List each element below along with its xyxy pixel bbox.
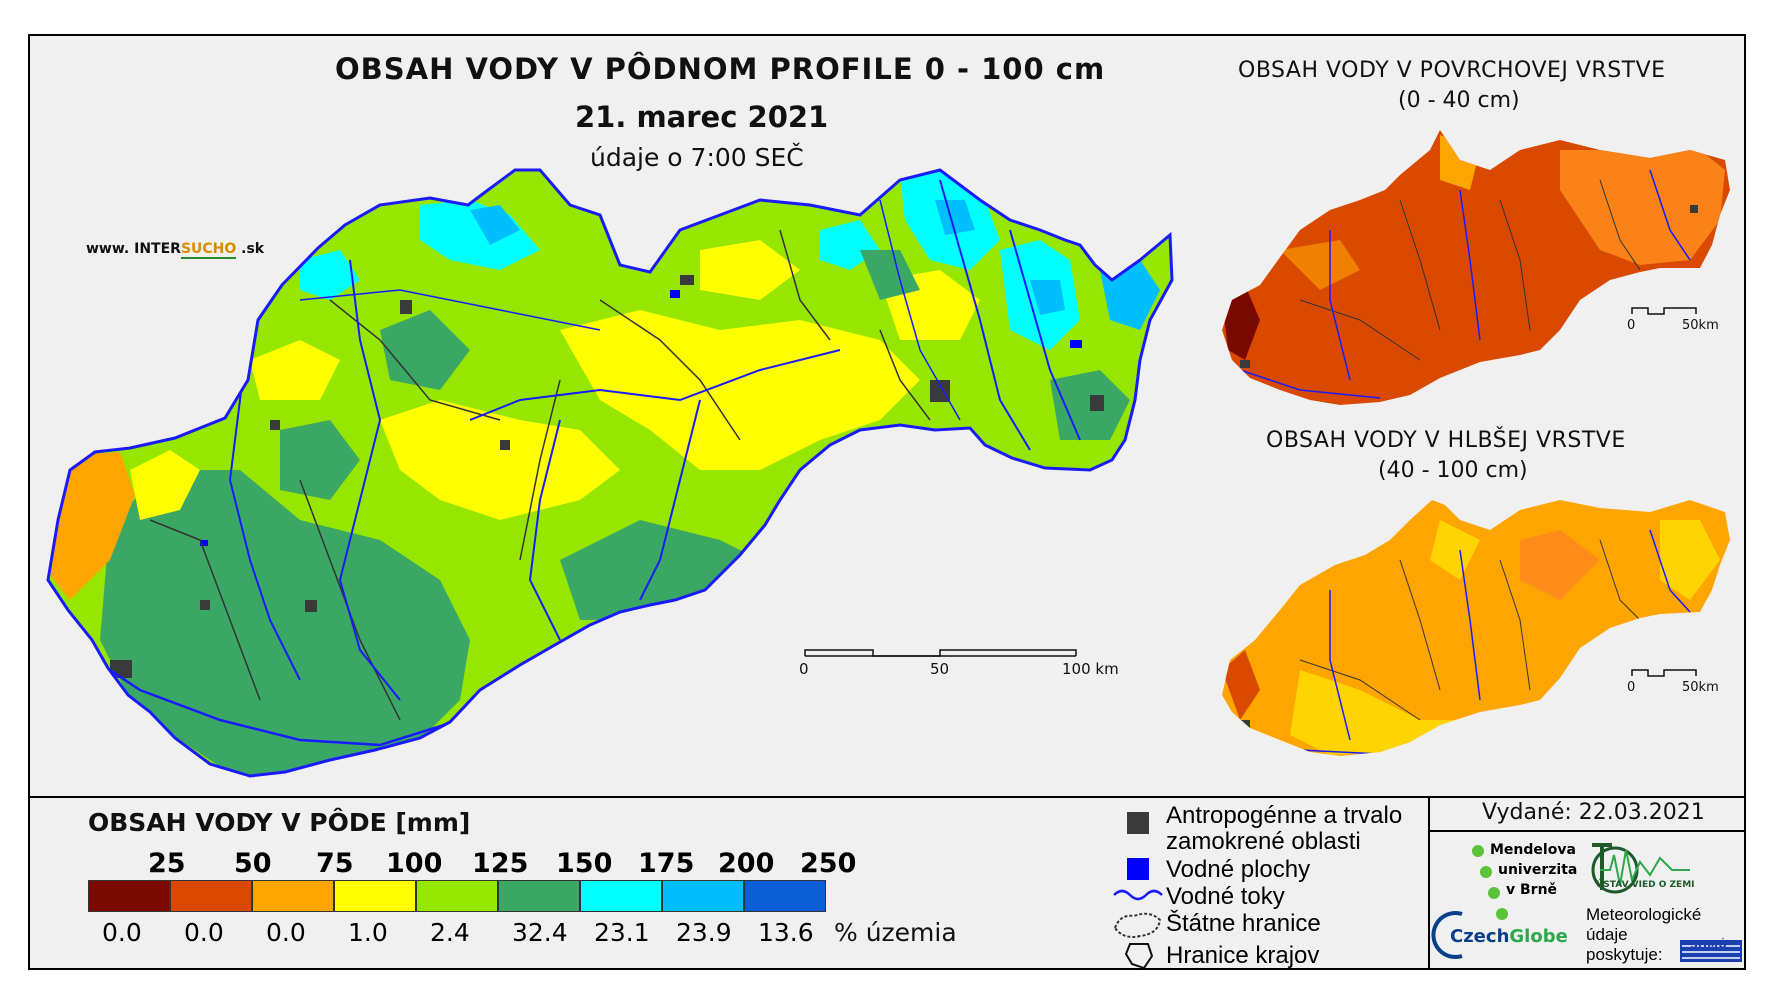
meteo-label-line3: poskytuje: (1586, 945, 1663, 964)
deep-map-range: (40 - 100 cm) (1378, 458, 1528, 483)
anthropogenic-swatch (1127, 812, 1149, 834)
shmu-logo (1680, 940, 1742, 962)
main-map-time: údaje o 7:00 SEČ (590, 143, 804, 172)
mendel-dot (1472, 845, 1484, 857)
key-anthropogenic-line2: zamokrené oblasti (1166, 828, 1361, 855)
legend-class-percent: 23.1 (594, 918, 650, 947)
main-map-date: 21. marec 2021 (575, 100, 829, 134)
surface-layer-map (1222, 130, 1730, 405)
surface-scale-label-0: 0 (1627, 318, 1636, 333)
key-water-bodies: Vodné plochy (1166, 856, 1311, 883)
deep-layer-map (1222, 500, 1730, 756)
deep-scale-label-0: 0 (1627, 680, 1636, 695)
legend-break-label: 50 (234, 848, 272, 879)
surface-map-range: (0 - 40 cm) (1398, 88, 1520, 113)
mendel-dot (1488, 887, 1500, 899)
river-swatch (1113, 889, 1163, 901)
legend-class-swatch (252, 880, 334, 912)
legend-class-swatch (662, 880, 744, 912)
ustav-logo (1591, 843, 1690, 894)
deep-scale-label-50: 50km (1682, 680, 1719, 695)
legend-break-label: 125 (472, 848, 529, 879)
legend-break-label: 200 (718, 848, 775, 879)
meteo-label-line2: údaje (1586, 925, 1628, 944)
shmu-label: SHMÚ (1690, 938, 1728, 951)
legend-break-label: 100 (386, 848, 443, 879)
main-scale-label-100: 100 km (1062, 660, 1119, 678)
region-border-swatch (1124, 943, 1154, 970)
legend-break-label: 250 (800, 848, 857, 879)
legend-class-percent: 2.4 (430, 918, 470, 947)
legend-break-label: 75 (316, 848, 354, 879)
meteo-label-line1: Meteorologické (1586, 905, 1702, 924)
mendel-dot (1496, 908, 1508, 920)
info-header-separator (1428, 830, 1746, 832)
mendel-dot (1480, 866, 1492, 878)
legend-title: OBSAH VODY V PÔDE [mm] (88, 808, 471, 837)
legend-class-percent: 1.0 (348, 918, 388, 947)
czechglobe-logo (1431, 911, 1463, 959)
key-anthropogenic-line1: Antropogénne a trvalo (1166, 802, 1403, 829)
website-prefix: www. (86, 241, 130, 257)
legend-class-percent: 23.9 (676, 918, 732, 947)
legend-class-swatch (88, 880, 170, 912)
legend-class-swatch (334, 880, 416, 912)
legend-class-percent: 0.0 (184, 918, 224, 947)
mendel-logo-line2: univerzita (1498, 862, 1578, 878)
info-separator (1428, 796, 1430, 970)
legend-class-percent: 32.4 (512, 918, 568, 947)
ustav-label: ÚSTAV VIED O ZEMI (1596, 880, 1695, 890)
czechglobe-label-a: Czech (1450, 926, 1510, 947)
issued-date: Vydané: 22.03.2021 (1482, 800, 1705, 825)
main-scale-label-0: 0 (799, 660, 809, 678)
main-map-title: OBSAH VODY V PÔDNOM PROFILE 0 - 100 cm (335, 52, 1106, 86)
website-label[interactable]: www. INTERSUCHO .sk (86, 241, 265, 259)
key-rivers: Vodné toky (1166, 883, 1285, 910)
state-border-swatch (1113, 912, 1162, 938)
surface-map-title: OBSAH VODY V POVRCHOVEJ VRSTVE (1238, 58, 1666, 83)
legend-class-swatch (580, 880, 662, 912)
key-region-border: Hranice krajov (1166, 942, 1320, 969)
website-brand-b: SUCHO (180, 241, 237, 259)
website-suffix: .sk (241, 241, 265, 257)
deep-map-title: OBSAH VODY V HLBŠEJ VRSTVE (1266, 428, 1626, 453)
legend-class-percent: 13.6 (758, 918, 814, 947)
website-brand-a: INTER (134, 241, 181, 257)
legend-break-label: 25 (148, 848, 186, 879)
surface-scale-label-50: 50km (1682, 318, 1719, 333)
mendel-logo-line3: v Brně (1506, 882, 1558, 898)
legend-class-percent: 0.0 (266, 918, 306, 947)
czechglobe-label-b: Globe (1509, 926, 1568, 947)
legend-class-swatch (498, 880, 580, 912)
mendel-logo-line1: Mendelova (1490, 842, 1576, 858)
legend-class-swatch (744, 880, 826, 912)
main-scale-label-50: 50 (930, 660, 950, 678)
legend-class-swatch (170, 880, 252, 912)
legend-break-label: 175 (638, 848, 695, 879)
key-state-border: Štátne hranice (1166, 910, 1321, 937)
percent-unit-label: % územia (834, 918, 957, 947)
czechglobe-label: CzechGlobe (1450, 926, 1568, 947)
legend-class-swatch (416, 880, 498, 912)
legend-separator (28, 796, 1746, 798)
deep-scale-bar (1631, 669, 1697, 677)
legend-break-label: 150 (556, 848, 613, 879)
water-body-swatch (1127, 858, 1149, 880)
main-scale-bar (804, 649, 1077, 657)
legend-class-percent: 0.0 (102, 918, 142, 947)
surface-scale-bar (1631, 307, 1697, 315)
